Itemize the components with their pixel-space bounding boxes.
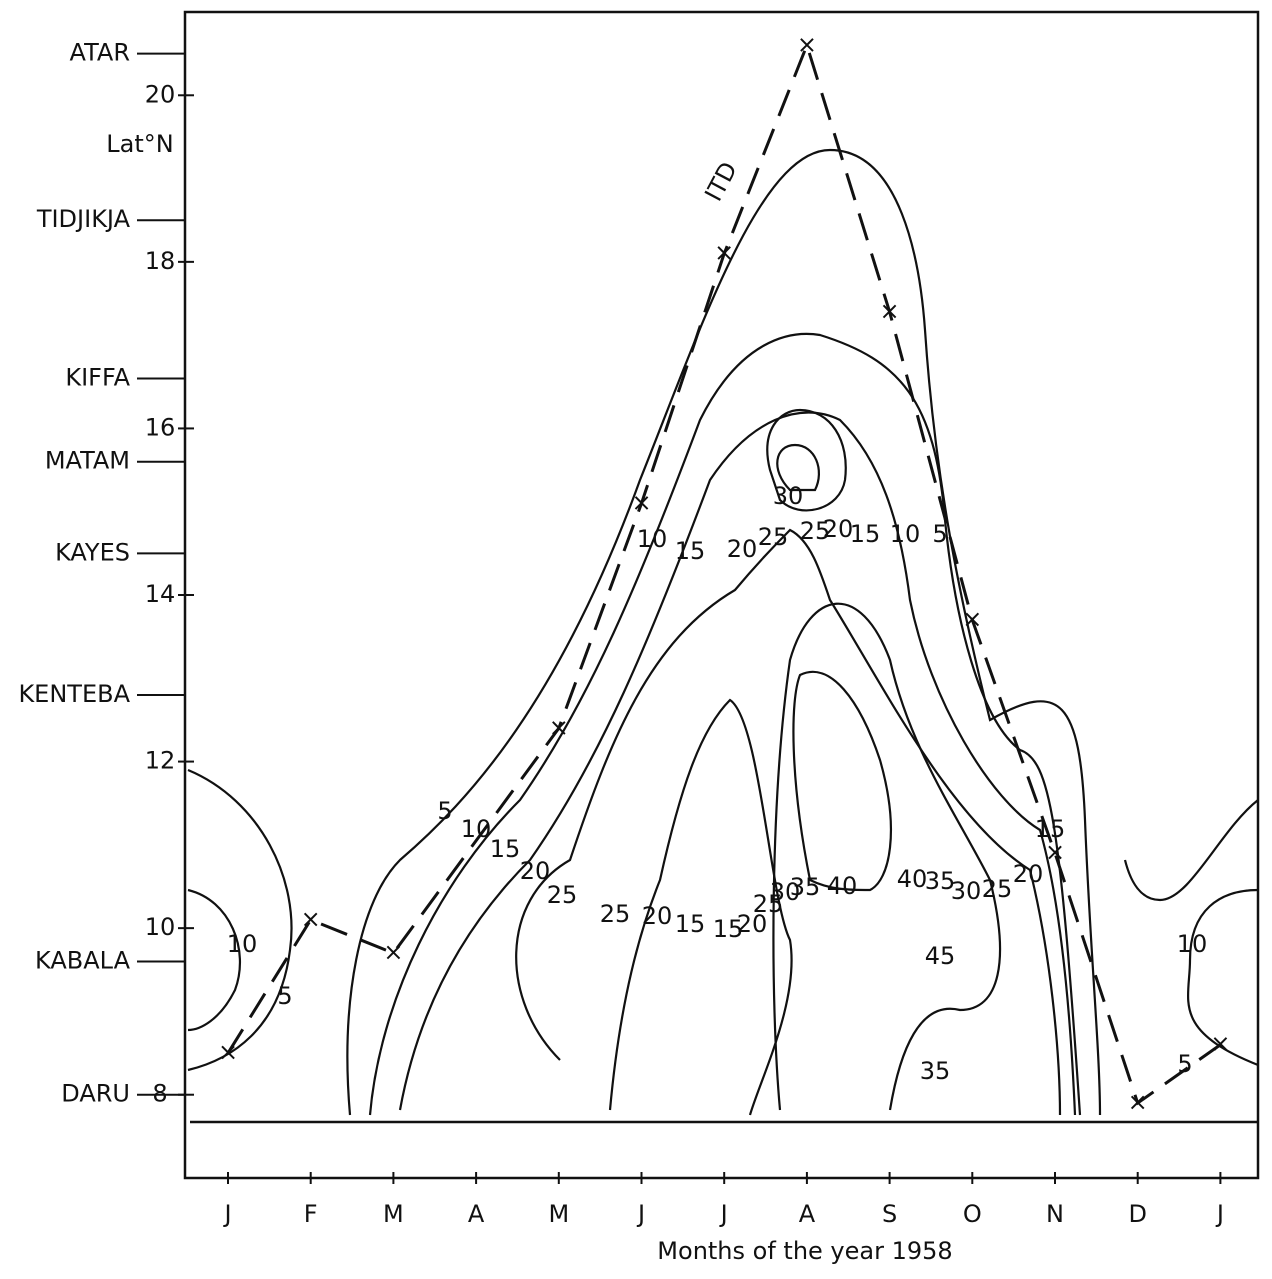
contour-label: 20 (727, 535, 758, 563)
y-tick-label: 12 (145, 747, 176, 775)
itd-point: × (714, 239, 734, 267)
contour-label: 20 (520, 857, 551, 885)
itd-point: × (880, 297, 900, 325)
contour-label: 45 (925, 942, 956, 970)
x-tick-label: S (882, 1200, 897, 1228)
itd-point: × (1210, 1030, 1230, 1058)
station-label: ATAR (70, 39, 130, 67)
station-label: KAYES (55, 538, 130, 566)
contour-label: 20 (1013, 860, 1044, 888)
x-tick-label: J (222, 1200, 231, 1228)
contour-label: 25 (753, 890, 784, 918)
x-tick-label: J (636, 1200, 645, 1228)
contour-label: 25 (600, 900, 631, 928)
contour-label: 20 (642, 902, 673, 930)
contour-label: 15 (675, 537, 706, 565)
y-tick-label: 20 (145, 80, 176, 108)
station-label: KABALA (35, 946, 131, 974)
contour-label: 5 (437, 797, 452, 825)
contour-label: 25 (800, 517, 831, 545)
itd-line (226, 40, 1222, 1106)
x-axis-label: Months of the year 1958 (657, 1237, 952, 1265)
contour-label: 35 (790, 873, 821, 901)
station-label: TIDJIKJA (36, 205, 131, 233)
itd-point: × (301, 905, 321, 933)
contour-label: 20 (823, 515, 854, 543)
y-tick-label: 14 (145, 580, 176, 608)
itd-point: × (549, 713, 569, 741)
contour-label: 10 (461, 815, 492, 843)
contour-label: 15 (713, 915, 744, 943)
contour-label: 5 (1177, 1050, 1192, 1078)
x-tick-label: J (1215, 1200, 1224, 1228)
itd-label: ITD (699, 157, 743, 206)
contour-label: 25 (547, 881, 578, 909)
contour-label: 5 (932, 520, 947, 548)
itd-point: × (962, 605, 982, 633)
itd-point: × (1128, 1088, 1148, 1116)
contour-label: 35 (920, 1057, 951, 1085)
x-tick-label: D (1128, 1200, 1146, 1228)
station-label: KIFFA (65, 363, 130, 391)
x-tick-label: N (1046, 1200, 1064, 1228)
contour-label: 25 (758, 523, 789, 551)
x-tick-label: J (719, 1200, 728, 1228)
itd-point: × (383, 938, 403, 966)
contour-label: 15 (850, 520, 881, 548)
contour-label: 30 (773, 482, 804, 510)
contour-label: 30 (770, 878, 801, 906)
itd-point: × (1045, 838, 1065, 866)
x-tick-label: O (963, 1200, 982, 1228)
station-label: KENTEBA (18, 680, 130, 708)
contour-label: 25 (982, 875, 1013, 903)
contour-label: 40 (897, 865, 928, 893)
x-tick-label: A (799, 1200, 816, 1228)
x-tick-label: M (548, 1200, 569, 1228)
station-label: MATAM (45, 447, 130, 475)
contour-label: 40 (827, 872, 858, 900)
x-tick-label: F (304, 1200, 318, 1228)
contour-label: 15 (675, 910, 706, 938)
contour-label: 10 (890, 520, 921, 548)
contour-label: 15 (1035, 815, 1066, 843)
station-label: DARU (61, 1080, 130, 1108)
itd-point: × (797, 30, 817, 58)
y-tick-label: 10 (145, 913, 176, 941)
x-tick-label: A (468, 1200, 485, 1228)
y-tick-label: 16 (145, 413, 176, 441)
y-tick-label: 18 (145, 247, 176, 275)
x-tick-label: M (383, 1200, 404, 1228)
contour-label: 35 (925, 867, 956, 895)
isolines (187, 148, 1259, 1116)
contour-label: 20 (737, 910, 768, 938)
contour-label: 15 (490, 835, 521, 863)
y-axis-label: Lat°N (106, 130, 173, 158)
contour-label: 30 (951, 877, 982, 905)
itd-point: × (631, 488, 651, 516)
contour-label: 10 (227, 930, 258, 958)
contour-label: 5 (277, 982, 292, 1010)
itd-point: × (218, 1038, 238, 1066)
contour-label: 10 (1177, 930, 1208, 958)
contour-label: 10 (637, 525, 668, 553)
